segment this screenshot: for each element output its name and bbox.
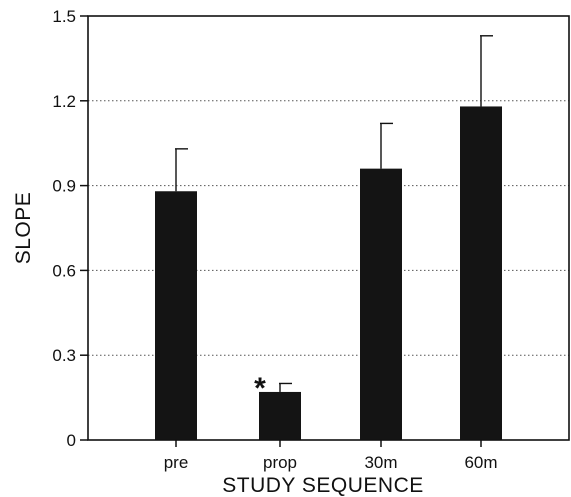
x-tick-label: 30m — [364, 453, 397, 472]
error-bars-group — [175, 35, 493, 392]
x-axis-ticks: pre prop 30m 60m — [164, 440, 498, 472]
y-tick-label: 0 — [67, 431, 76, 450]
bars-group — [155, 106, 502, 440]
x-axis-label: STUDY SEQUENCE — [222, 474, 424, 497]
y-axis-label: SLOPE — [12, 192, 35, 265]
significance-annotation: * — [254, 372, 266, 405]
x-tick-label: 60m — [464, 453, 497, 472]
y-tick-label: 1.5 — [52, 7, 76, 26]
y-tick-label: 1.2 — [52, 92, 76, 111]
y-tick-label: 0.9 — [52, 177, 76, 196]
bar-60m — [460, 106, 502, 440]
x-tick-label: prop — [263, 453, 297, 472]
bar-pre — [155, 191, 197, 440]
y-tick-label: 0.6 — [52, 261, 76, 280]
x-tick-label: pre — [164, 453, 189, 472]
plot-frame — [87, 15, 570, 441]
y-axis-ticks: 0 0.3 0.6 0.9 1.2 1.5 — [52, 7, 88, 450]
bar-prop — [259, 391, 301, 440]
y-tick-label: 0.3 — [52, 346, 76, 365]
bar-30m — [360, 168, 402, 440]
